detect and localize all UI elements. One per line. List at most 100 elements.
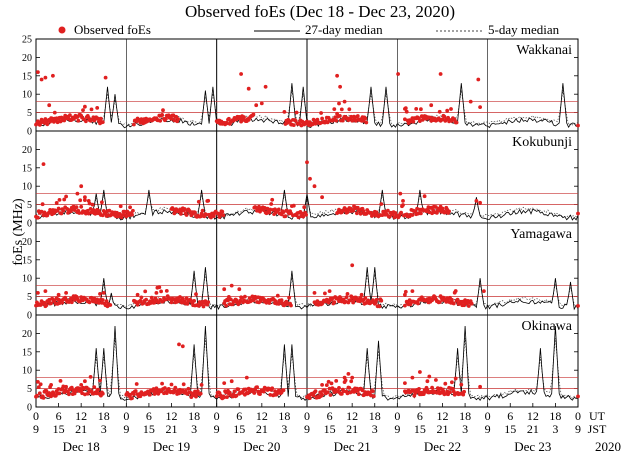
observed-point (98, 378, 102, 383)
observed-point (36, 385, 41, 389)
observed-point (398, 191, 403, 196)
x-tick-ut-label: 0 (304, 409, 310, 423)
observed-point (416, 301, 420, 306)
observed-point (81, 108, 85, 112)
observed-point (363, 296, 368, 300)
observed-point (96, 387, 100, 392)
observed-point (401, 199, 405, 203)
observed-point (243, 387, 248, 392)
observed-point (283, 214, 288, 219)
x-tick-ut-label: 12 (75, 409, 87, 423)
observed-point (58, 379, 63, 383)
observed-point (403, 289, 408, 294)
observed-point (49, 301, 53, 306)
observed-point (160, 113, 165, 117)
y-tick-label: 0 (27, 219, 32, 230)
observed-point (64, 291, 68, 295)
observed-point (86, 199, 91, 203)
observed-point (438, 72, 443, 76)
observed-point (39, 209, 44, 214)
observed-point (255, 385, 259, 389)
observed-point (474, 199, 479, 203)
day-label: Dec 20 (243, 439, 280, 454)
x-tick-jst-label: 9 (33, 422, 39, 436)
x-tick-ut-label: 6 (327, 409, 333, 423)
observed-point (349, 114, 354, 119)
observed-point (218, 212, 223, 217)
observed-point (429, 103, 434, 108)
observed-point (364, 120, 369, 125)
observed-point (238, 298, 243, 303)
observed-point (312, 291, 317, 295)
observed-point (132, 122, 136, 127)
observed-point (79, 184, 84, 189)
observed-point (182, 207, 187, 211)
observed-point (35, 393, 39, 398)
observed-point (38, 382, 43, 387)
observed-point (56, 387, 61, 391)
observed-point (92, 385, 97, 389)
observed-point (430, 385, 434, 390)
legend-5day-label: 5-day median (488, 22, 560, 37)
observed-point (320, 392, 324, 397)
observed-point (236, 387, 241, 392)
observed-point (261, 389, 266, 394)
observed-point (234, 393, 239, 398)
observed-point (69, 300, 74, 305)
observed-point (437, 300, 442, 304)
observed-point (324, 383, 329, 387)
observed-point (451, 389, 456, 394)
observed-point (139, 295, 144, 300)
observed-point (41, 162, 46, 167)
observed-point (83, 379, 87, 384)
y-tick-label: 5 (27, 292, 32, 303)
observed-point (352, 114, 356, 119)
observed-point (323, 388, 327, 393)
observed-point (320, 195, 324, 200)
x-tick-ut-label: 18 (369, 409, 381, 423)
observed-point (374, 210, 379, 215)
observed-point (332, 107, 337, 111)
observed-point (180, 344, 185, 349)
day-label: Dec 19 (153, 439, 190, 454)
y-tick-label: 0 (27, 403, 32, 414)
x-tick-ut-label: 6 (236, 409, 242, 423)
x-tick-jst-label: 15 (324, 422, 336, 436)
observed-point (313, 389, 318, 394)
x-tick-ut-label: 0 (33, 409, 39, 423)
observed-point (56, 292, 61, 297)
x-axis: 0961512211830961512211830961512211830961… (33, 403, 621, 454)
observed-point (320, 383, 324, 387)
observed-point (104, 299, 109, 304)
station-label: Okinawa (521, 319, 572, 334)
observed-point (90, 202, 95, 207)
observed-point (325, 390, 330, 395)
observed-point (98, 292, 102, 296)
median-5day-line (35, 194, 579, 218)
observed-point (466, 304, 471, 308)
observed-point (160, 381, 165, 386)
observed-point (339, 107, 344, 112)
observed-point (67, 392, 71, 397)
observed-point (576, 123, 580, 128)
x-tick-ut-label: 6 (417, 409, 423, 423)
observed-point (450, 297, 454, 302)
x-tick-ut-label: 0 (123, 409, 129, 423)
observed-point (57, 198, 62, 202)
observed-point (47, 103, 52, 108)
observed-point (377, 304, 382, 309)
observed-point (196, 199, 201, 204)
observed-point (36, 291, 40, 295)
x-tick-ut-label: 18 (549, 409, 561, 423)
observed-point (206, 300, 211, 304)
observed-point (404, 109, 409, 114)
observed-point (143, 289, 148, 294)
y-tick-label: 25 (22, 35, 32, 46)
observed-point (242, 115, 246, 119)
observed-point (130, 212, 134, 217)
observed-point (222, 287, 227, 292)
median-5day-line (35, 90, 579, 126)
observed-point (459, 382, 464, 387)
observed-point (410, 289, 415, 293)
observed-point (164, 117, 168, 121)
